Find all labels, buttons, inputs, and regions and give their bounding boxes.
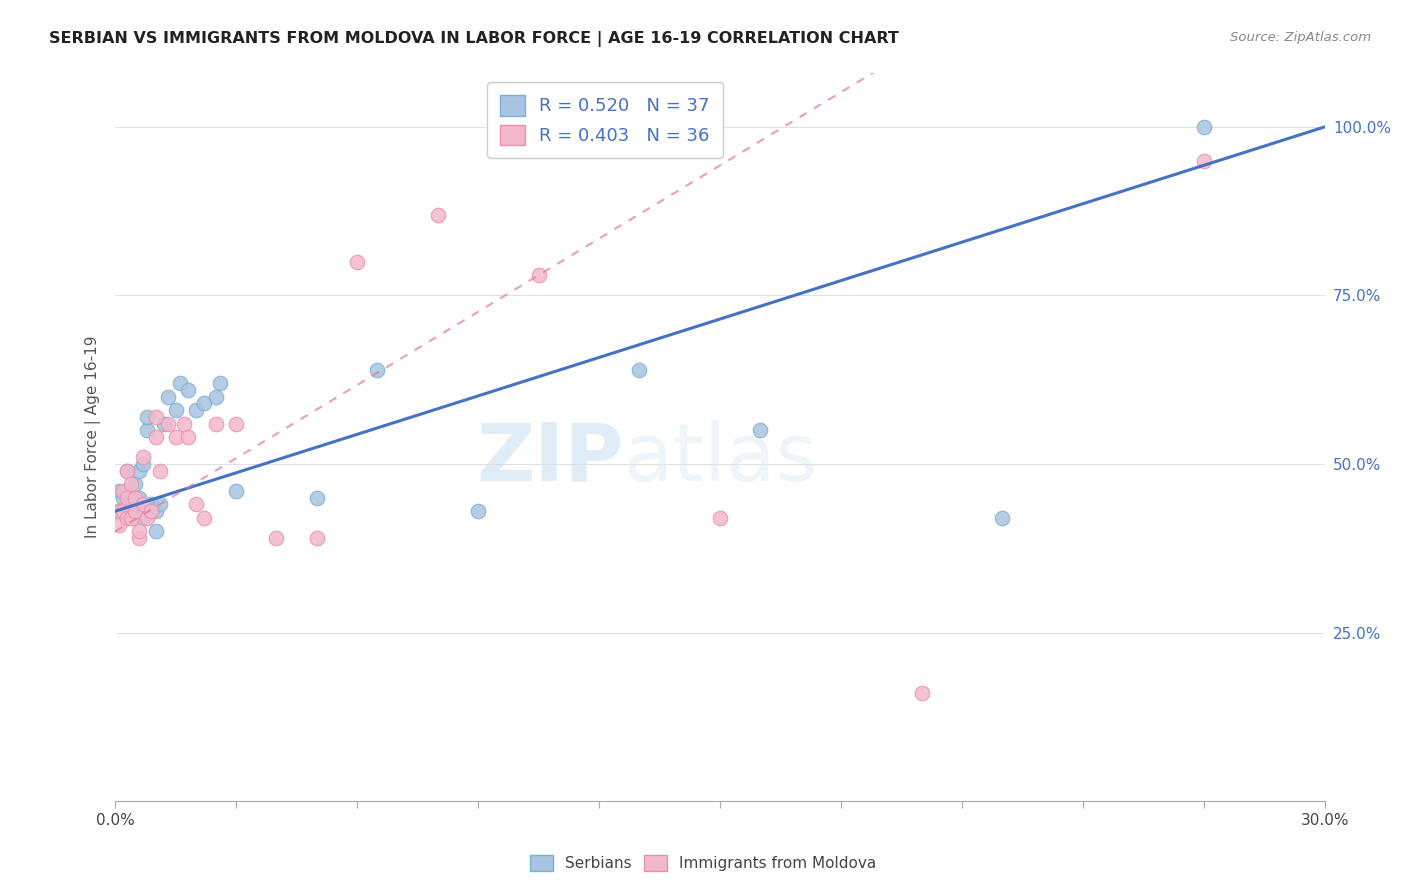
Point: [108, 504, 131, 518]
Point: [467, 504, 489, 518]
Point: [426, 208, 449, 222]
Text: ZIP: ZIP: [475, 420, 623, 498]
Point: [117, 464, 139, 478]
Point: [132, 457, 155, 471]
Point: [148, 498, 170, 512]
Point: [145, 409, 167, 424]
Point: [910, 686, 932, 700]
Point: [132, 511, 155, 525]
Point: [749, 423, 772, 437]
Point: [145, 504, 167, 518]
Point: [165, 403, 187, 417]
Point: [124, 504, 146, 518]
Point: [128, 524, 150, 539]
Point: [152, 417, 174, 431]
Point: [136, 409, 159, 424]
Legend: Serbians, Immigrants from Moldova: Serbians, Immigrants from Moldova: [523, 849, 883, 877]
Point: [177, 383, 200, 397]
Point: [145, 524, 167, 539]
Point: [193, 396, 215, 410]
Point: [527, 268, 550, 283]
Point: [148, 464, 170, 478]
Point: [184, 403, 207, 417]
Point: [112, 491, 135, 505]
Point: [128, 531, 150, 545]
Point: [132, 450, 155, 465]
Point: [117, 464, 139, 478]
Point: [305, 491, 328, 505]
Point: [124, 498, 146, 512]
Point: [709, 511, 731, 525]
Point: [205, 417, 228, 431]
Point: [266, 531, 288, 545]
Point: [117, 511, 139, 525]
Point: [136, 423, 159, 437]
Point: [1192, 120, 1215, 134]
Point: [108, 504, 131, 518]
Point: [124, 491, 146, 505]
Point: [108, 517, 131, 532]
Point: [305, 531, 328, 545]
Text: Source: ZipAtlas.com: Source: ZipAtlas.com: [1230, 31, 1371, 45]
Point: [108, 483, 131, 498]
Point: [141, 504, 163, 518]
Point: [366, 362, 388, 376]
Point: [991, 511, 1014, 525]
Point: [225, 483, 247, 498]
Y-axis label: In Labor Force | Age 16-19: In Labor Force | Age 16-19: [86, 335, 101, 538]
Point: [120, 511, 142, 525]
Point: [117, 483, 139, 498]
Point: [165, 430, 187, 444]
Point: [225, 417, 247, 431]
Point: [156, 417, 179, 431]
Point: [120, 504, 142, 518]
Text: SERBIAN VS IMMIGRANTS FROM MOLDOVA IN LABOR FORCE | AGE 16-19 CORRELATION CHART: SERBIAN VS IMMIGRANTS FROM MOLDOVA IN LA…: [49, 31, 898, 47]
Point: [1192, 153, 1215, 168]
Text: atlas: atlas: [623, 420, 817, 498]
Point: [173, 417, 195, 431]
Point: [205, 390, 228, 404]
Point: [193, 511, 215, 525]
Legend: R = 0.520   N = 37, R = 0.403   N = 36: R = 0.520 N = 37, R = 0.403 N = 36: [486, 82, 723, 158]
Point: [136, 511, 159, 525]
Point: [132, 498, 155, 512]
Point: [156, 390, 179, 404]
Point: [184, 498, 207, 512]
Point: [177, 430, 200, 444]
Point: [145, 430, 167, 444]
Point: [117, 491, 139, 505]
Point: [112, 504, 135, 518]
Point: [128, 464, 150, 478]
Point: [208, 376, 231, 391]
Point: [628, 362, 651, 376]
Point: [120, 477, 142, 491]
Point: [124, 477, 146, 491]
Point: [141, 498, 163, 512]
Point: [346, 254, 368, 268]
Point: [141, 504, 163, 518]
Point: [169, 376, 191, 391]
Point: [128, 491, 150, 505]
Point: [120, 491, 142, 505]
Point: [112, 483, 135, 498]
